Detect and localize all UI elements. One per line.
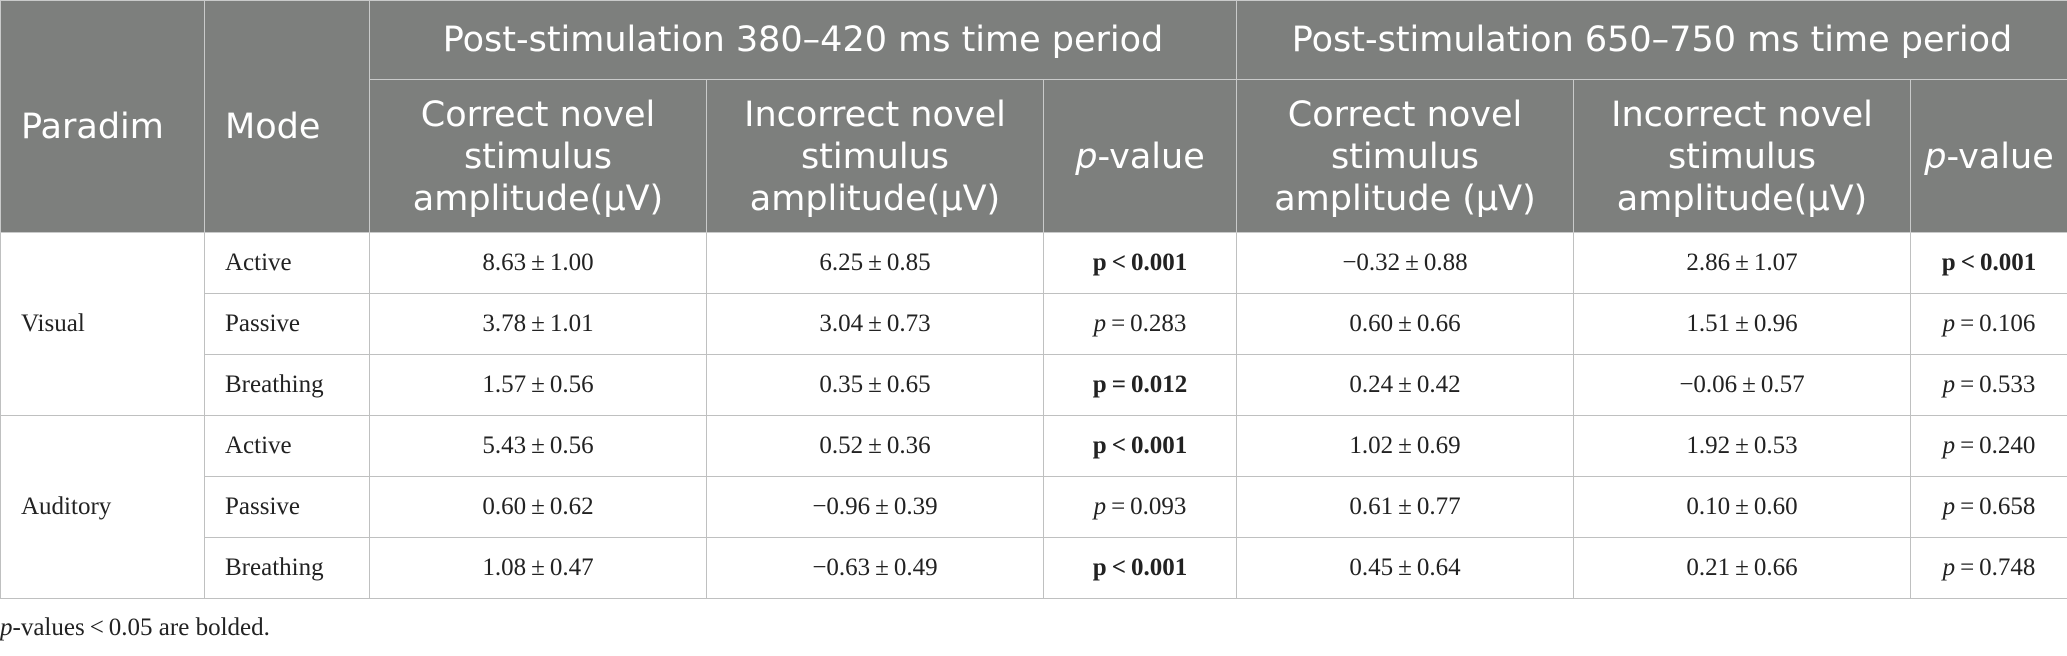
p-value: = 0.106 (1955, 310, 2036, 337)
correct-cell: 0.61 ± 0.77 (1236, 476, 1574, 538)
correct-cell: 1.57 ± 0.56 (369, 354, 707, 416)
p-value: < 0.001 (1106, 554, 1188, 581)
table-header: Paradim Mode Post-stimulation 380–420 ms… (0, 0, 2067, 233)
paradigm-cell: Auditory (0, 415, 205, 599)
table-row: Auditory Active 5.43 ± 0.56 0.52 ± 0.36 … (0, 415, 2067, 599)
header-paradigm: Paradim (0, 0, 205, 233)
correct-cell: 1.02 ± 0.69 (1236, 415, 1574, 477)
pvalue-cell: p = 0.533 (1910, 354, 2067, 416)
pvalue-cell: p < 0.001 (1910, 232, 2067, 294)
mode-cell: Breathing (204, 537, 370, 599)
p-label: p (1092, 249, 1107, 276)
header-pvalue-text: -value (1946, 137, 2054, 177)
pvalue-cell: p = 0.106 (1910, 293, 2067, 355)
p-label: p (1092, 432, 1107, 459)
table-row: Passive 3.78 ± 1.01 3.04 ± 0.73 p = 0.28… (1, 293, 2067, 355)
correct-cell: −0.32 ± 0.88 (1236, 232, 1574, 294)
pvalue-cell: p = 0.283 (1043, 293, 1237, 355)
correct-cell: 3.78 ± 1.01 (369, 293, 707, 355)
header-pvalue-text: -value (1097, 137, 1205, 177)
p-label: p (1093, 493, 1107, 520)
incorrect-cell: 0.35 ± 0.65 (706, 354, 1044, 416)
incorrect-cell: −0.63 ± 0.49 (706, 537, 1044, 599)
correct-cell: 0.60 ± 0.62 (369, 476, 707, 538)
incorrect-cell: −0.06 ± 0.57 (1573, 354, 1911, 416)
pvalue-cell: p < 0.001 (1043, 415, 1237, 477)
p-value: = 0.283 (1106, 310, 1187, 337)
p-value: = 0.012 (1106, 371, 1188, 398)
pvalue-cell: p = 0.093 (1043, 476, 1237, 538)
p-label: p (1942, 554, 1956, 581)
header-incorrect-1: Incorrect novel stimulus amplitude(μV) (706, 79, 1044, 233)
table-row: Passive 0.60 ± 0.62 −0.96 ± 0.39 p = 0.0… (1, 476, 2067, 538)
incorrect-cell: 6.25 ± 0.85 (706, 232, 1044, 294)
p-label: p (1092, 371, 1107, 398)
p-value: = 0.093 (1106, 493, 1187, 520)
p-label: p (1093, 310, 1107, 337)
footnote-text: -values < 0.05 are bolded. (12, 614, 270, 641)
incorrect-cell: 1.92 ± 0.53 (1573, 415, 1911, 477)
p-value: = 0.533 (1955, 371, 2036, 398)
p-label: p (1092, 554, 1107, 581)
correct-cell: 1.08 ± 0.47 (369, 537, 707, 599)
incorrect-cell: 1.51 ± 0.96 (1573, 293, 1911, 355)
incorrect-cell: 0.21 ± 0.66 (1573, 537, 1911, 599)
header-pvalue-italic: p (1924, 137, 1947, 177)
header-incorrect-2: Incorrect novel stimulus amplitude(μV) (1573, 79, 1911, 233)
mode-cell: Breathing (204, 354, 370, 416)
p-value: = 0.240 (1955, 432, 2036, 459)
pvalue-cell: p < 0.001 (1043, 537, 1237, 599)
pvalue-cell: p = 0.658 (1910, 476, 2067, 538)
p-label: p (1941, 249, 1956, 276)
correct-cell: 5.43 ± 0.56 (369, 415, 707, 477)
p-value: < 0.001 (1106, 249, 1188, 276)
incorrect-cell: 2.86 ± 1.07 (1573, 232, 1911, 294)
incorrect-cell: −0.96 ± 0.39 (706, 476, 1044, 538)
table-footnote: p-values < 0.05 are bolded. (0, 614, 270, 642)
table-row: Visual Active 8.63 ± 1.00 6.25 ± 0.85 p … (0, 232, 2067, 416)
p-value: = 0.658 (1955, 493, 2036, 520)
incorrect-cell: 3.04 ± 0.73 (706, 293, 1044, 355)
p-label: p (1942, 371, 1956, 398)
header-group-380-420: Post-stimulation 380–420 ms time period (369, 0, 1237, 80)
pvalue-cell: p = 0.748 (1910, 537, 2067, 599)
correct-cell: 0.45 ± 0.64 (1236, 537, 1574, 599)
header-mode: Mode (204, 0, 370, 233)
incorrect-cell: 0.52 ± 0.36 (706, 415, 1044, 477)
correct-cell: 8.63 ± 1.00 (369, 232, 707, 294)
p-label: p (1942, 432, 1956, 459)
table-body: Visual Active 8.63 ± 1.00 6.25 ± 0.85 p … (0, 232, 2067, 599)
mode-cell: Passive (204, 293, 370, 355)
header-pvalue-2: p-value (1910, 79, 2067, 233)
p-value: < 0.001 (1106, 432, 1188, 459)
pvalue-cell: p = 0.012 (1043, 354, 1237, 416)
results-table: Paradim Mode Post-stimulation 380–420 ms… (0, 0, 2067, 599)
p-label: p (1942, 310, 1956, 337)
correct-cell: 0.24 ± 0.42 (1236, 354, 1574, 416)
footnote-italic: p (0, 614, 13, 641)
header-correct-2: Correct novel stimulus amplitude (μV) (1236, 79, 1574, 233)
mode-cell: Active (204, 232, 370, 294)
p-value: = 0.748 (1955, 554, 2036, 581)
mode-cell: Active (204, 415, 370, 477)
correct-cell: 0.60 ± 0.66 (1236, 293, 1574, 355)
pvalue-cell: p < 0.001 (1043, 232, 1237, 294)
paradigm-cell: Visual (0, 232, 205, 416)
p-label: p (1942, 493, 1956, 520)
p-value: < 0.001 (1955, 249, 2037, 276)
header-pvalue-1: p-value (1043, 79, 1237, 233)
header-correct-1: Correct novel stimulus amplitude(μV) (369, 79, 707, 233)
header-group-650-750: Post-stimulation 650–750 ms time period (1236, 0, 2067, 80)
header-pvalue-italic: p (1075, 137, 1098, 177)
table-row: Breathing 1.57 ± 0.56 0.35 ± 0.65 p = 0.… (1, 354, 2067, 416)
table-row: Breathing 1.08 ± 0.47 −0.63 ± 0.49 p < 0… (1, 537, 2067, 599)
mode-cell: Passive (204, 476, 370, 538)
incorrect-cell: 0.10 ± 0.60 (1573, 476, 1911, 538)
pvalue-cell: p = 0.240 (1910, 415, 2067, 477)
